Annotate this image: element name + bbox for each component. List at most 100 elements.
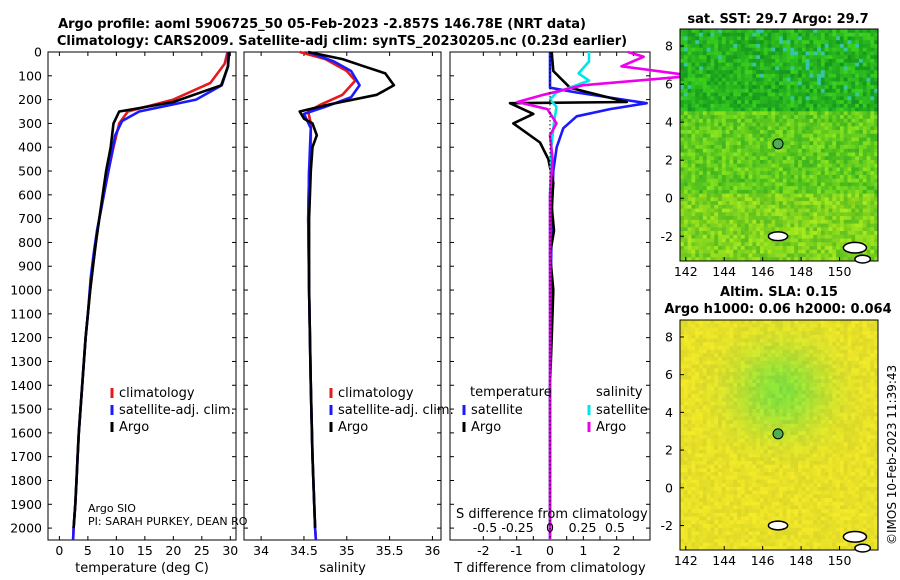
temperature-series-argo: [72, 51, 231, 529]
depth-tick-label: 200: [18, 92, 42, 107]
sst_map-argo-marker: [772, 138, 784, 150]
depth-tick-label: 600: [18, 187, 42, 202]
sla_map-xtick-label: 142: [674, 553, 698, 568]
difference-xtick-label: 0: [546, 543, 554, 558]
temperature-xtick-label: 15: [137, 543, 153, 558]
imos-watermark: ©IMOS 10-Feb-2023 11:39:43: [885, 365, 899, 545]
salinity-xtick-label: 36: [424, 543, 440, 558]
sla_map-coastline: [854, 543, 872, 553]
sst_map-ytick-label: 0: [665, 191, 673, 206]
sst_map-xtick-label: 144: [712, 264, 736, 279]
sla_map-xtick-label: 150: [828, 553, 852, 568]
sst_map-xtick-label: 150: [828, 264, 852, 279]
sst_map-frame: [679, 28, 879, 262]
sst-map-title: sat. SST: 29.7 Argo: 29.7: [687, 12, 868, 27]
salinity-xtick-label: 34: [253, 543, 269, 558]
sla_map-coastline: [842, 530, 868, 543]
credit-pi: PI: SARAH PURKEY, DEAN RO: [88, 515, 248, 528]
sst_map-xtick-label: 148: [789, 264, 813, 279]
depth-tick-label: 1500: [10, 402, 42, 417]
difference-xtick-label: -1: [510, 543, 522, 558]
salinity-series-argo: [298, 50, 396, 529]
difference-xtick-label: 2: [613, 543, 621, 558]
temperature-xtick-label: 30: [222, 543, 238, 558]
temperature-panel: 0100200300400500600700800900100011001200…: [10, 45, 238, 577]
depth-tick-label: 1000: [10, 283, 42, 298]
sal-legend-0-label: climatology: [338, 386, 414, 401]
temperature-axes-frame: [47, 51, 237, 541]
difference-s-tick-label: 0: [546, 520, 554, 535]
depth-tick-label: 1200: [10, 330, 42, 345]
difference-s-tick-label: 0.5: [605, 520, 625, 535]
sla-map-title-line-1: Altim. SLA: 0.15: [720, 285, 838, 300]
sla_map-xtick-label: 144: [712, 553, 736, 568]
sst_map-coastline: [842, 241, 868, 254]
depth-tick-label: 900: [18, 259, 42, 274]
temperature-xtick-label: 20: [165, 543, 181, 558]
depth-tick-label: 1100: [10, 306, 42, 321]
sla_map-coastline: [767, 520, 789, 531]
depth-tick-label: 800: [18, 235, 42, 250]
sla_map-grid-cells: [680, 320, 879, 551]
difference-series-temperature-argo: [508, 51, 629, 529]
temperature-xtick-label: 25: [194, 543, 210, 558]
difference-panel: -2 -1 0 1 2 T difference from climatology S di…: [449, 50, 695, 576]
salinity-xtick-label: 34.5: [290, 543, 318, 558]
sla_map-argo-marker: [772, 428, 784, 440]
temperature-series-climatology: [71, 51, 229, 541]
temp-diff-legend-title: temperature: [470, 385, 552, 400]
sla_map-xtick-label: 146: [751, 553, 775, 568]
sla_map-ytick-label: -2: [661, 518, 673, 533]
temperature-series-satellite-adj-clim-: [71, 52, 230, 541]
depth-tick-label: 700: [18, 211, 42, 226]
sla_map-frame: [679, 319, 879, 551]
depth-tick-label: 1800: [10, 473, 42, 488]
sla_map-ytick-label: 2: [665, 443, 673, 458]
title-line-1: Argo profile: aoml 5906725_50 05-Feb-202…: [58, 17, 586, 32]
salinity-panel: 34 34.5 35 35.5 36 salinity climatology satelli…: [243, 50, 454, 576]
sst_map-ytick-label: -2: [661, 229, 673, 244]
sal-diff-legend-argo-label: Argo: [596, 420, 626, 435]
sal-diff-legend-sat-label: satellite: [596, 403, 648, 418]
sst_map-coastline: [854, 254, 872, 264]
credit-org: Argo SIO: [88, 502, 136, 515]
temperature-xlabel: temperature (deg C): [75, 561, 209, 576]
sst_map-xtick-label: 146: [751, 264, 775, 279]
sst_map-ytick-label: 6: [665, 77, 673, 92]
depth-tick-label: 0: [34, 45, 42, 60]
sst_map-xtick-label: 142: [674, 264, 698, 279]
sal-legend-1-label: satellite-adj. clim.: [338, 403, 454, 418]
depth-tick-label: 500: [18, 164, 42, 179]
sst_map-grid-cells: [680, 29, 879, 262]
difference-xtick-label: -2: [477, 543, 489, 558]
depth-tick-label: 400: [18, 140, 42, 155]
temperature-xtick-label: 10: [108, 543, 124, 558]
salinity-xlabel: salinity: [319, 561, 366, 576]
depth-tick-label: 2000: [10, 521, 42, 536]
title-line-2: Climatology: CARS2009. Satellite-adj cli…: [57, 34, 627, 49]
depth-tick-label: 1400: [10, 378, 42, 393]
sst_map-coastline: [767, 231, 789, 242]
sla_map-ytick-label: 4: [665, 405, 673, 420]
sla-map-panel: 142 144 146 148 150 -2 0 2 4 6 8: [661, 319, 879, 568]
temperature-xtick-label: 0: [55, 543, 63, 558]
sal-legend-2-label: Argo: [338, 420, 368, 435]
sst_map-ytick-label: 2: [665, 153, 673, 168]
difference-s-tick-label: 0.25: [569, 520, 597, 535]
temp-legend-1-label: satellite-adj. clim.: [119, 403, 235, 418]
difference-series-salinity-satellite: [548, 52, 591, 540]
depth-tick-label: 1600: [10, 425, 42, 440]
sla_map-ytick-label: 6: [665, 367, 673, 382]
depth-tick-label: 1900: [10, 497, 42, 512]
sla_map-ytick-label: 8: [665, 329, 673, 344]
salinity-axes-frame: [243, 51, 442, 541]
sst-map-panel: 142 144 146 148 150 -2 0 2 4 6 8: [661, 28, 879, 279]
sst_map-ytick-label: 4: [665, 115, 673, 130]
sla-map-title-line-2: Argo h1000: 0.06 h2000: 0.064: [664, 302, 891, 317]
sla_map-xtick-label: 148: [789, 553, 813, 568]
salinity-xtick-label: 35: [339, 543, 355, 558]
difference-s-tick-label: -0.25: [501, 520, 533, 535]
temp-legend-0-label: climatology: [119, 386, 195, 401]
temperature-xtick-label: 5: [84, 543, 92, 558]
